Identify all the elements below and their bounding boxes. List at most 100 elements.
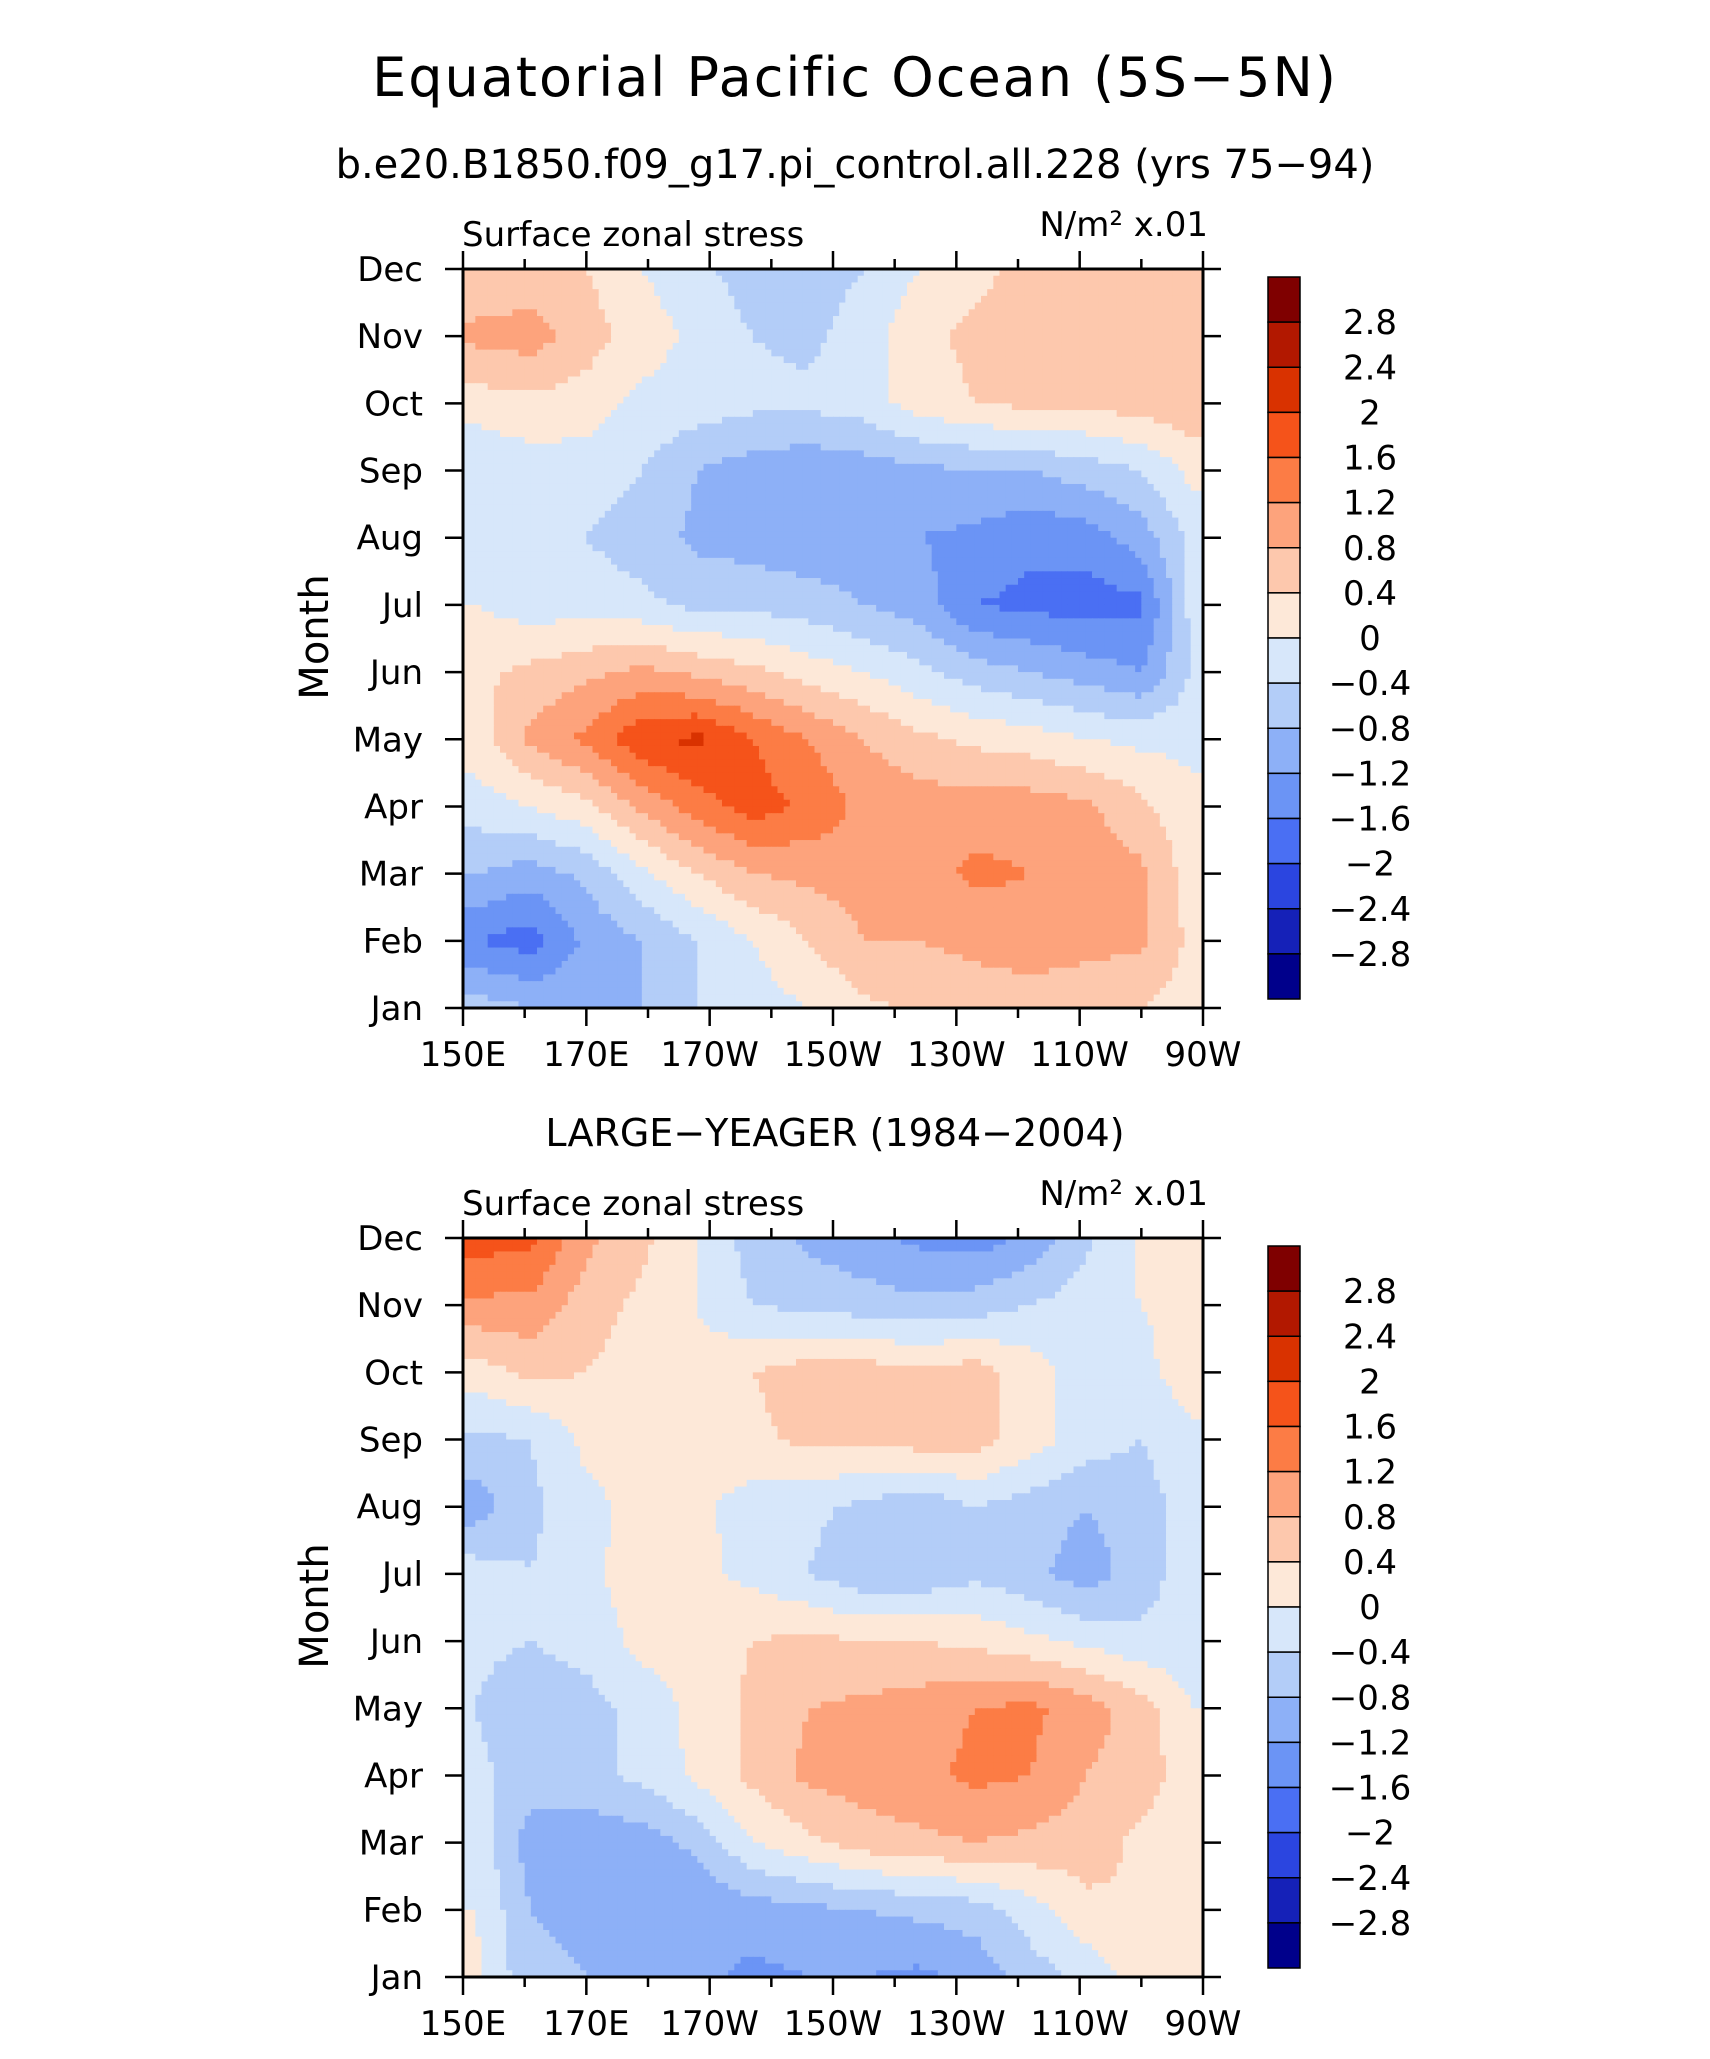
contour-cell: [537, 276, 544, 283]
contour-cell: [741, 323, 748, 330]
contour-cell: [642, 336, 649, 343]
contour-cell: [704, 296, 711, 303]
contour-cell: [808, 336, 815, 343]
contour-cell: [673, 323, 680, 330]
contour-cell: [778, 309, 785, 316]
contour-cell: [531, 329, 538, 336]
contour-cell: [574, 282, 581, 289]
contour-cell: [667, 336, 674, 343]
contour-cell: [734, 276, 741, 283]
contour-cell: [512, 323, 519, 330]
contour-cell: [1086, 289, 1093, 296]
contour-cell: [630, 289, 637, 296]
contour-cell: [876, 276, 883, 283]
contour-cell: [488, 350, 495, 357]
contour-cell: [636, 303, 643, 310]
contour-cell: [796, 350, 803, 357]
contour-cell: [1000, 323, 1007, 330]
contour-cell: [475, 343, 482, 350]
contour-cell: [833, 329, 840, 336]
contour-cell: [1012, 329, 1019, 336]
contour-cell: [1092, 282, 1099, 289]
contour-cell: [950, 336, 957, 343]
contour-cell: [654, 296, 661, 303]
contour-cell: [599, 323, 606, 330]
contour-cell: [1117, 343, 1124, 350]
contour-cell: [778, 303, 785, 310]
contour-cell: [580, 289, 587, 296]
contour-cell: [506, 323, 513, 330]
contour-cell: [500, 296, 507, 303]
contour-cell: [494, 309, 501, 316]
contour-cell: [697, 343, 704, 350]
contour-cell: [938, 282, 945, 289]
contour-cell: [913, 323, 920, 330]
contour-cell: [1111, 316, 1118, 323]
contour-cell: [1086, 329, 1093, 336]
contour-cell: [623, 329, 630, 336]
contour-cell: [537, 282, 544, 289]
contour-cell: [919, 289, 926, 296]
contour-cell: [728, 323, 735, 330]
contour-cell: [648, 303, 655, 310]
contour-cell: [963, 289, 970, 296]
contour-cell: [654, 316, 661, 323]
contour-cell: [827, 282, 834, 289]
contour-cell: [673, 343, 680, 350]
contour-cell: [889, 323, 896, 330]
contour-cell: [574, 316, 581, 323]
contour-cell: [488, 289, 495, 296]
contour-cell: [901, 316, 908, 323]
contour-cell: [543, 323, 550, 330]
contour-cell: [901, 282, 908, 289]
contour-cell: [623, 276, 630, 283]
contour-cell: [815, 343, 822, 350]
contour-cell: [950, 309, 957, 316]
contour-cell: [654, 276, 661, 283]
contour-cell: [833, 350, 840, 357]
contour-cell: [753, 309, 760, 316]
contour-cell: [525, 276, 532, 283]
contour-cell: [549, 289, 556, 296]
contour-cell: [512, 296, 519, 303]
contour-cell: [1074, 309, 1081, 316]
contour-cell: [1160, 323, 1167, 330]
contour-cell: [741, 329, 748, 336]
contour-cell: [932, 350, 939, 357]
contour-cell: [852, 289, 859, 296]
contour-cell: [1104, 343, 1111, 350]
contour-cell: [741, 303, 748, 310]
contour-cell: [1098, 276, 1105, 283]
contour-cell: [654, 343, 661, 350]
contour-cell: [1086, 336, 1093, 343]
contour-cell: [784, 323, 791, 330]
contour-cell: [574, 350, 581, 357]
contour-cell: [1049, 316, 1056, 323]
contour-cell: [852, 296, 859, 303]
contour-cell: [1024, 350, 1031, 357]
contour-cell: [876, 323, 883, 330]
contour-cell: [858, 316, 865, 323]
contour-cell: [901, 336, 908, 343]
contour-cell: [519, 309, 526, 316]
contour-cell: [852, 303, 859, 310]
contour-cell: [500, 323, 507, 330]
contour-cell: [1037, 276, 1044, 283]
contour-cell: [839, 296, 846, 303]
contour-cell: [1055, 350, 1062, 357]
contour-cell: [1123, 303, 1130, 310]
contour-cell: [1012, 282, 1019, 289]
contour-cell: [864, 282, 871, 289]
contour-cell: [543, 336, 550, 343]
contour-cell: [864, 350, 871, 357]
contour-cell: [1018, 289, 1025, 296]
contour-cell: [956, 282, 963, 289]
contour-cell: [648, 282, 655, 289]
contour-cell: [623, 350, 630, 357]
contour-cell: [993, 316, 1000, 323]
contour-cell: [1148, 282, 1155, 289]
contour-cell: [919, 309, 926, 316]
contour-cell: [697, 329, 704, 336]
contour-cell: [482, 350, 489, 357]
contour-cell: [722, 329, 729, 336]
